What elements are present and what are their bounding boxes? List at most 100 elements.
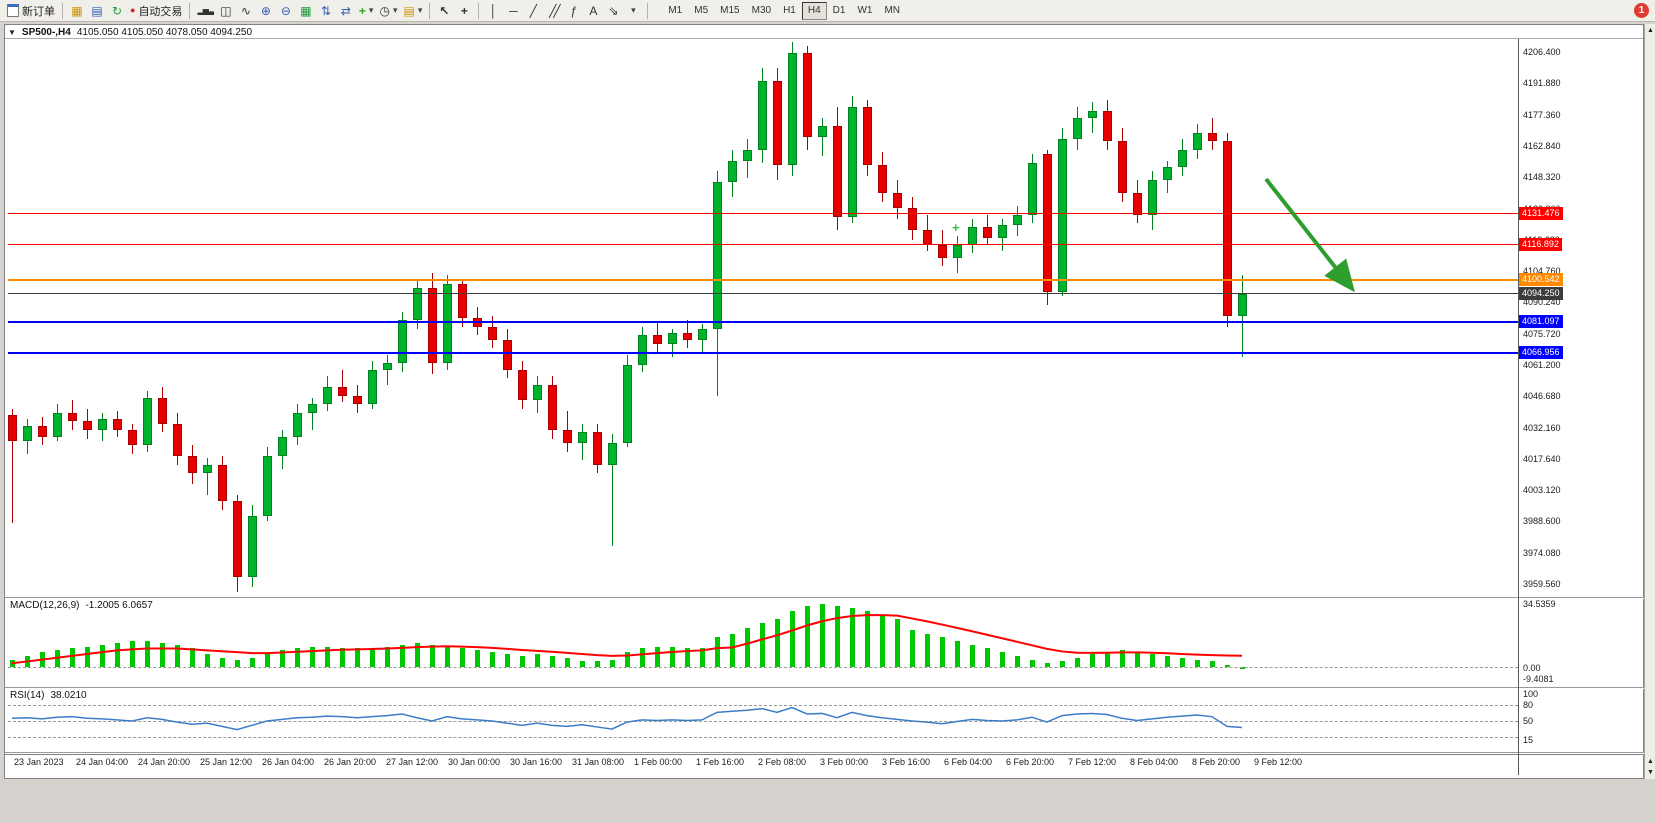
candle-body [1028,162,1037,215]
candle-body [968,227,977,245]
timeframe-button-W1[interactable]: W1 [851,2,878,20]
macd-histogram-bar [1225,665,1230,667]
macd-histogram-bar [445,646,450,667]
level-line[interactable] [8,321,1518,324]
autotrading-button[interactable]: ● 自动交易 [127,1,185,21]
macd-histogram-bar [265,654,270,667]
macd-histogram-bar [295,648,300,667]
macd-histogram-bar [40,652,45,667]
candle-body [1073,117,1082,140]
new-order-button[interactable]: 新订单 [4,1,58,21]
candle-body [758,80,767,150]
profiles-button[interactable]: ▤ [87,1,107,21]
zoom-in-button[interactable]: ⊕ [256,1,276,21]
time-label: 3 Feb 16:00 [882,757,931,767]
time-label: 9 Feb 12:00 [1254,757,1303,767]
candle-body [548,384,557,431]
scroll-up-icon[interactable]: ▲ [1647,27,1654,34]
candle-body [173,423,182,456]
candle-body [23,425,32,441]
scroll-down-icon[interactable]: ▲ [1647,758,1654,765]
indicator-list-button[interactable]: ⇅ [316,1,336,21]
timeframe-button-H4[interactable]: H4 [801,1,827,20]
charts-button[interactable]: ▦ [67,1,87,21]
timeframe-button-M15[interactable]: M15 [714,2,745,20]
candlestick-chart-button[interactable]: ◫ [216,1,236,21]
scrollbar[interactable]: ▲ ▲ ▼ [1644,24,1655,779]
candle-wick [1092,102,1093,133]
channel-button[interactable]: ╱╱ [543,1,563,21]
chevron-down-icon: ▾ [417,5,423,15]
line-chart-button[interactable]: ∿ [236,1,256,21]
refresh-button[interactable]: ↻ [107,1,127,21]
template-button[interactable]: ▤ ▾ [400,1,425,21]
price-tick: 3959.560 [1523,579,1561,590]
panel-divider[interactable] [5,687,1644,689]
macd-histogram-bar [745,628,750,667]
candlestick-icon: ◫ [220,3,232,18]
panel-divider[interactable] [5,752,1644,754]
chart-symbol: SP500-,H4 [21,26,71,38]
timeframe-button-D1[interactable]: D1 [827,2,852,20]
horizontal-line-button[interactable]: ─ [503,1,523,21]
candle-body [368,369,377,405]
horizontal-line-icon: ─ [509,3,518,18]
timeframe-button-M5[interactable]: M5 [688,2,714,20]
level-line[interactable] [8,244,1518,246]
macd-histogram-bar [520,655,525,667]
macd-histogram-bar [1045,663,1050,667]
trendline-button[interactable]: ╱ [523,1,543,21]
rsi-level-line [8,721,1518,722]
macd-histogram-bar [100,644,105,667]
candle-body [113,419,122,431]
arrows-tool-button[interactable]: ⇘ [603,1,623,21]
object-list-button[interactable]: ⇄ [336,1,356,21]
add-indicator-button[interactable]: + ▾ [356,1,377,21]
timeframe-button-M30[interactable]: M30 [746,2,777,20]
cursor-button[interactable]: ↖ [434,1,454,21]
current-price-line[interactable] [8,293,1518,295]
vertical-line-button[interactable]: │ [483,1,503,21]
timeframe-button-MN[interactable]: MN [878,2,906,20]
time-label: 2 Feb 08:00 [758,757,807,767]
macd-histogram-bar [1120,650,1125,667]
candle-body [503,339,512,370]
candle-body [833,126,842,217]
candle-body [428,287,437,364]
candle-body [38,425,47,437]
notification-badge[interactable]: 1 [1634,3,1649,18]
level-line[interactable] [8,351,1518,354]
trendline-icon: ╱ [529,3,537,18]
macd-histogram-bar [1090,654,1095,667]
macd-histogram-bar [385,646,390,667]
candle-body [743,149,752,161]
tile-windows-button[interactable]: ▦ [296,1,316,21]
macd-histogram-bar [895,618,900,667]
level-line[interactable] [8,279,1518,282]
macd-histogram-bar [310,646,315,667]
fibonacci-button[interactable]: ƒ [563,1,583,21]
timeframe-button-M1[interactable]: M1 [662,2,688,20]
text-tool-button[interactable]: A [583,1,603,21]
period-button[interactable]: ◷ ▾ [376,1,400,21]
macd-histogram-bar [1150,654,1155,667]
macd-histogram-bar [70,648,75,667]
macd-histogram-bar [955,641,960,667]
macd-histogram-bar [880,615,885,667]
crosshair-button[interactable]: + [454,1,474,21]
macd-histogram-bar [1030,659,1035,667]
scroll-down-icon[interactable]: ▼ [1647,769,1654,776]
shapes-dropdown-button[interactable]: ▾ [623,1,643,21]
candle-body [53,412,62,437]
zoom-out-icon: ⊖ [280,3,291,18]
collapse-icon[interactable]: ▼ [8,27,16,37]
list-up-icon: ⇅ [320,3,331,18]
new-order-label: 新订单 [22,5,55,18]
zoom-out-button[interactable]: ⊖ [276,1,296,21]
bar-chart-button[interactable]: ▂▅▃ [194,1,215,21]
macd-histogram-bar [1000,652,1005,667]
macd-histogram-bar [460,648,465,667]
level-line[interactable] [8,213,1518,215]
panel-divider[interactable] [5,597,1644,599]
timeframe-button-H1[interactable]: H1 [777,2,802,20]
